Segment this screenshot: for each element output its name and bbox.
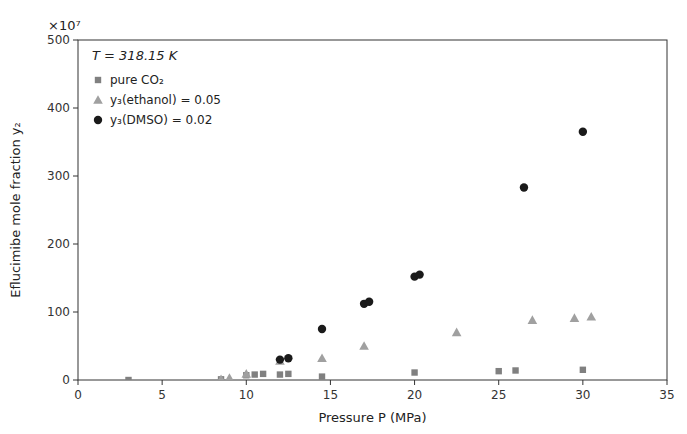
points xyxy=(125,128,596,380)
legend: pure CO₂ y₃(ethanol) = 0.05 y₃(DMSO) = 0.0… xyxy=(93,73,221,127)
legend-marker xyxy=(95,77,101,83)
annotation: T = 318.15 K xyxy=(92,48,179,63)
series xyxy=(216,312,596,380)
y-tick-label: 400 xyxy=(47,101,70,115)
y-tick-label: 200 xyxy=(47,237,70,251)
point xyxy=(365,298,373,306)
y-tick xyxy=(73,40,78,41)
x-tick xyxy=(414,380,415,385)
y-tick-label: 0 xyxy=(62,373,70,387)
x-axis-label: Pressure P (MPa) xyxy=(318,410,426,425)
x-tick xyxy=(667,380,668,385)
point xyxy=(241,369,251,378)
legend-label: y₃(ethanol) = 0.05 xyxy=(110,93,221,107)
point xyxy=(319,373,325,379)
multiplier-label: ×10⁷ xyxy=(48,18,81,33)
point xyxy=(276,355,284,363)
x-tick-label: 35 xyxy=(659,388,674,402)
x-tick-label: 25 xyxy=(491,388,506,402)
point xyxy=(452,328,462,337)
y-tick xyxy=(73,108,78,109)
point xyxy=(275,356,285,365)
point xyxy=(512,367,518,373)
point xyxy=(216,375,226,380)
point xyxy=(318,325,326,333)
point xyxy=(411,369,417,375)
y-tick-label: 300 xyxy=(47,169,70,183)
x-tick-label: 15 xyxy=(323,388,338,402)
point xyxy=(285,371,291,377)
y-tick-label: 500 xyxy=(47,33,70,47)
x-tick-label: 0 xyxy=(74,388,82,402)
x-tick xyxy=(162,380,163,385)
point xyxy=(284,354,292,362)
x-tick xyxy=(582,380,583,385)
x-tick xyxy=(330,380,331,385)
y-tick-label: 100 xyxy=(47,305,70,319)
x-tick-label: 5 xyxy=(158,388,166,402)
legend-marker xyxy=(94,116,102,124)
legend-label: pure CO₂ xyxy=(110,73,164,87)
point xyxy=(570,313,580,322)
point xyxy=(586,312,596,321)
plot-frame xyxy=(78,40,667,380)
x-tick xyxy=(246,380,247,385)
y-tick xyxy=(73,176,78,177)
point xyxy=(579,128,587,136)
point xyxy=(528,315,538,324)
x-tick-label: 20 xyxy=(407,388,422,402)
x-tick xyxy=(78,380,79,385)
legend-label: y₃(DMSO) = 0.02 xyxy=(110,113,212,127)
point xyxy=(415,270,423,278)
series xyxy=(125,367,586,380)
y-tick xyxy=(73,312,78,313)
y-axis-label: Eflucimibe mole fraction y₂ xyxy=(8,122,23,297)
x-tick-label: 10 xyxy=(239,388,254,402)
point xyxy=(260,371,266,377)
y-tick xyxy=(73,380,78,381)
point xyxy=(496,368,502,374)
point xyxy=(580,367,586,373)
point xyxy=(317,353,327,362)
x-tick xyxy=(498,380,499,385)
x-tick-label: 30 xyxy=(575,388,590,402)
point xyxy=(277,371,283,377)
point xyxy=(252,371,258,377)
legend-marker xyxy=(93,95,103,104)
point xyxy=(359,341,369,350)
y-tick xyxy=(73,244,78,245)
point xyxy=(125,377,131,380)
chart: 0 5 10 15 20 25 30 35 0 100 200 300 400 500 Pressure P… xyxy=(0,0,687,434)
point xyxy=(225,373,235,380)
point xyxy=(520,183,528,191)
series xyxy=(276,128,587,364)
